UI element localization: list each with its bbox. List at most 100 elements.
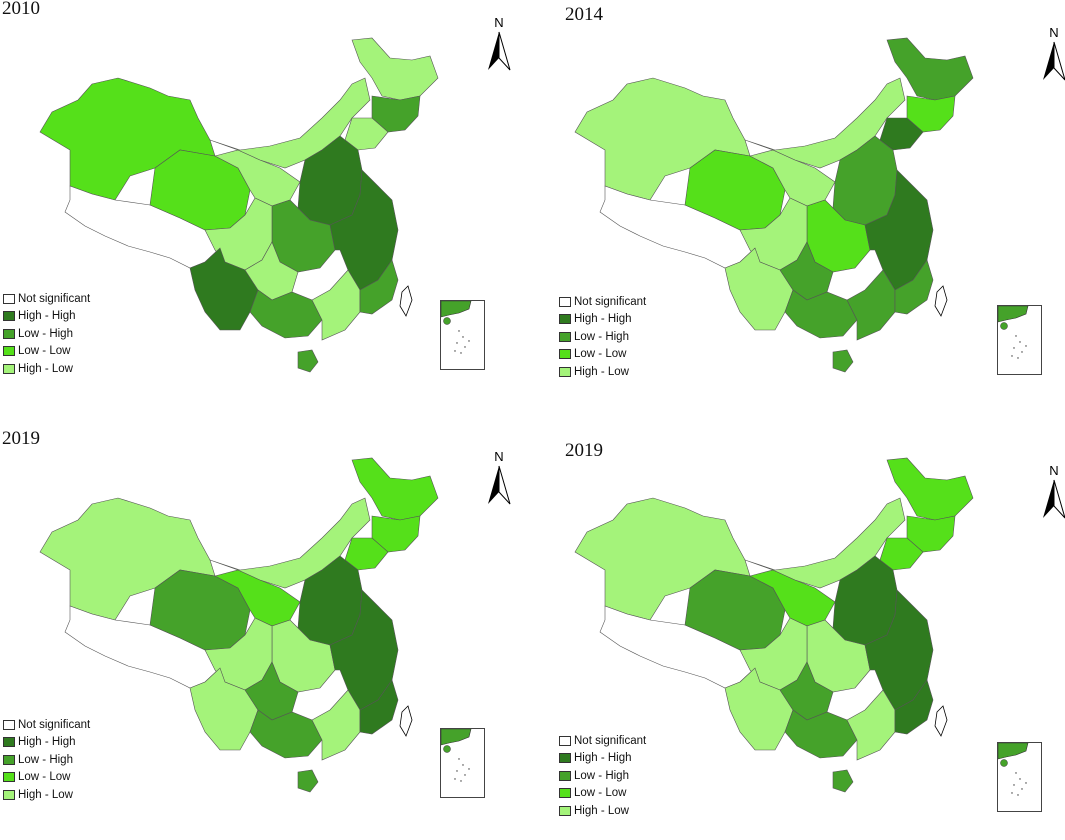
legend-item-low-low: Low - Low [559, 785, 646, 803]
legend-label: High - High [574, 752, 632, 765]
legend-label: Not significant [574, 734, 647, 747]
region-guangdong [846, 269, 896, 341]
legend-item-high-low: High - Low [559, 802, 646, 820]
legend-item-high-high: High - High [3, 734, 90, 752]
legend-label: Not significant [574, 295, 647, 308]
region-taiwan [934, 705, 948, 737]
region-inner-mongolia [744, 497, 906, 589]
legend-label: Low - High [18, 753, 73, 766]
region-hainan [832, 349, 854, 373]
region-fujian [359, 259, 399, 315]
region-fujian [894, 259, 934, 315]
legend-label: High - Low [18, 362, 73, 375]
legend-swatch [3, 363, 15, 374]
legend-item-low-high: Low - High [559, 328, 646, 346]
legend: Not significant High - High Low - High Low … [3, 290, 90, 378]
region-fujian [894, 679, 934, 735]
china-map [39, 37, 439, 373]
south-china-sea-inset [997, 305, 1042, 375]
legend-swatch [3, 789, 15, 800]
legend-swatch [3, 772, 15, 783]
region-taiwan [934, 285, 948, 317]
legend-swatch [559, 331, 571, 342]
region-inner-mongolia [744, 77, 906, 169]
legend-item-not-significant: Not significant [559, 732, 646, 750]
map-panel-2: 2014 N Not significant High - High Low - H… [535, 0, 1065, 420]
region-inner-mongolia [209, 497, 371, 589]
legend-swatch [559, 788, 571, 799]
legend-swatch [3, 754, 15, 765]
legend-label: Low - High [574, 769, 629, 782]
legend-swatch [3, 293, 15, 304]
legend-item-low-low: Low - Low [559, 346, 646, 364]
legend-label: Low - High [18, 327, 73, 340]
legend-swatch [3, 311, 15, 322]
south-china-sea-inset [997, 742, 1042, 812]
legend-item-low-low: Low - Low [3, 343, 90, 361]
legend: Not significant High - High Low - High Low … [3, 716, 90, 804]
region-hainan [297, 349, 319, 373]
north-arrow-icon: N [1039, 464, 1065, 524]
region-guangxi [784, 289, 858, 339]
legend-item-not-significant: Not significant [559, 293, 646, 311]
legend-swatch [559, 753, 571, 764]
china-map [574, 457, 974, 793]
panel-year: 2019 [2, 428, 40, 449]
map-panel-4: 2019 N Not significant High - High Low - H… [535, 420, 1065, 840]
map-panel-1: 2010 N Not significant High - High Low - H… [0, 0, 530, 420]
legend-label: Low - Low [18, 345, 71, 358]
region-guangdong [311, 269, 361, 341]
legend-label: Not significant [18, 718, 91, 731]
region-yunnan [189, 667, 259, 751]
legend-swatch [559, 770, 571, 781]
legend: Not significant High - High Low - High Low … [559, 732, 646, 820]
legend-swatch [559, 296, 571, 307]
legend-item-high-low: High - Low [559, 363, 646, 381]
region-yunnan [724, 667, 794, 751]
region-heilongjiang [351, 37, 439, 101]
north-label: N [1049, 463, 1059, 478]
legend-label: High - Low [574, 804, 629, 817]
region-guangdong [846, 689, 896, 761]
region-guangxi [784, 709, 858, 759]
north-label: N [1049, 25, 1059, 40]
region-taiwan [399, 285, 413, 317]
legend-swatch [3, 328, 15, 339]
panel-year: 2010 [2, 0, 40, 19]
north-arrow-icon: N [484, 16, 514, 76]
legend-swatch [559, 366, 571, 377]
region-heilongjiang [351, 457, 439, 521]
region-guangdong [311, 689, 361, 761]
map-panel-3: 2019 N Not significant High - High Low - H… [0, 420, 530, 840]
legend-swatch [559, 349, 571, 360]
region-heilongjiang [886, 37, 974, 101]
legend-item-high-low: High - Low [3, 786, 90, 804]
legend-item-low-high: Low - High [3, 751, 90, 769]
legend-item-high-low: High - Low [3, 360, 90, 378]
legend-label: High - High [18, 310, 76, 323]
legend-item-low-low: Low - Low [3, 769, 90, 787]
legend-label: Low - Low [574, 787, 627, 800]
north-arrow-icon: N [1039, 26, 1065, 86]
legend-item-high-high: High - High [559, 311, 646, 329]
region-yunnan [189, 247, 259, 331]
china-map [574, 37, 974, 373]
region-inner-mongolia [209, 77, 371, 169]
north-label: N [494, 15, 504, 30]
china-map [39, 457, 439, 793]
legend-label: High - Low [574, 365, 629, 378]
region-taiwan [399, 705, 413, 737]
legend-swatch [3, 737, 15, 748]
region-heilongjiang [886, 457, 974, 521]
legend-swatch [559, 314, 571, 325]
legend-label: Low - Low [574, 348, 627, 361]
south-china-sea-inset [440, 728, 485, 798]
legend-item-not-significant: Not significant [3, 716, 90, 734]
legend-label: Not significant [18, 292, 91, 305]
legend-label: High - High [574, 313, 632, 326]
region-yunnan [724, 247, 794, 331]
region-hainan [297, 769, 319, 793]
region-guangxi [249, 709, 323, 759]
legend-item-low-high: Low - High [3, 325, 90, 343]
region-fujian [359, 679, 399, 735]
